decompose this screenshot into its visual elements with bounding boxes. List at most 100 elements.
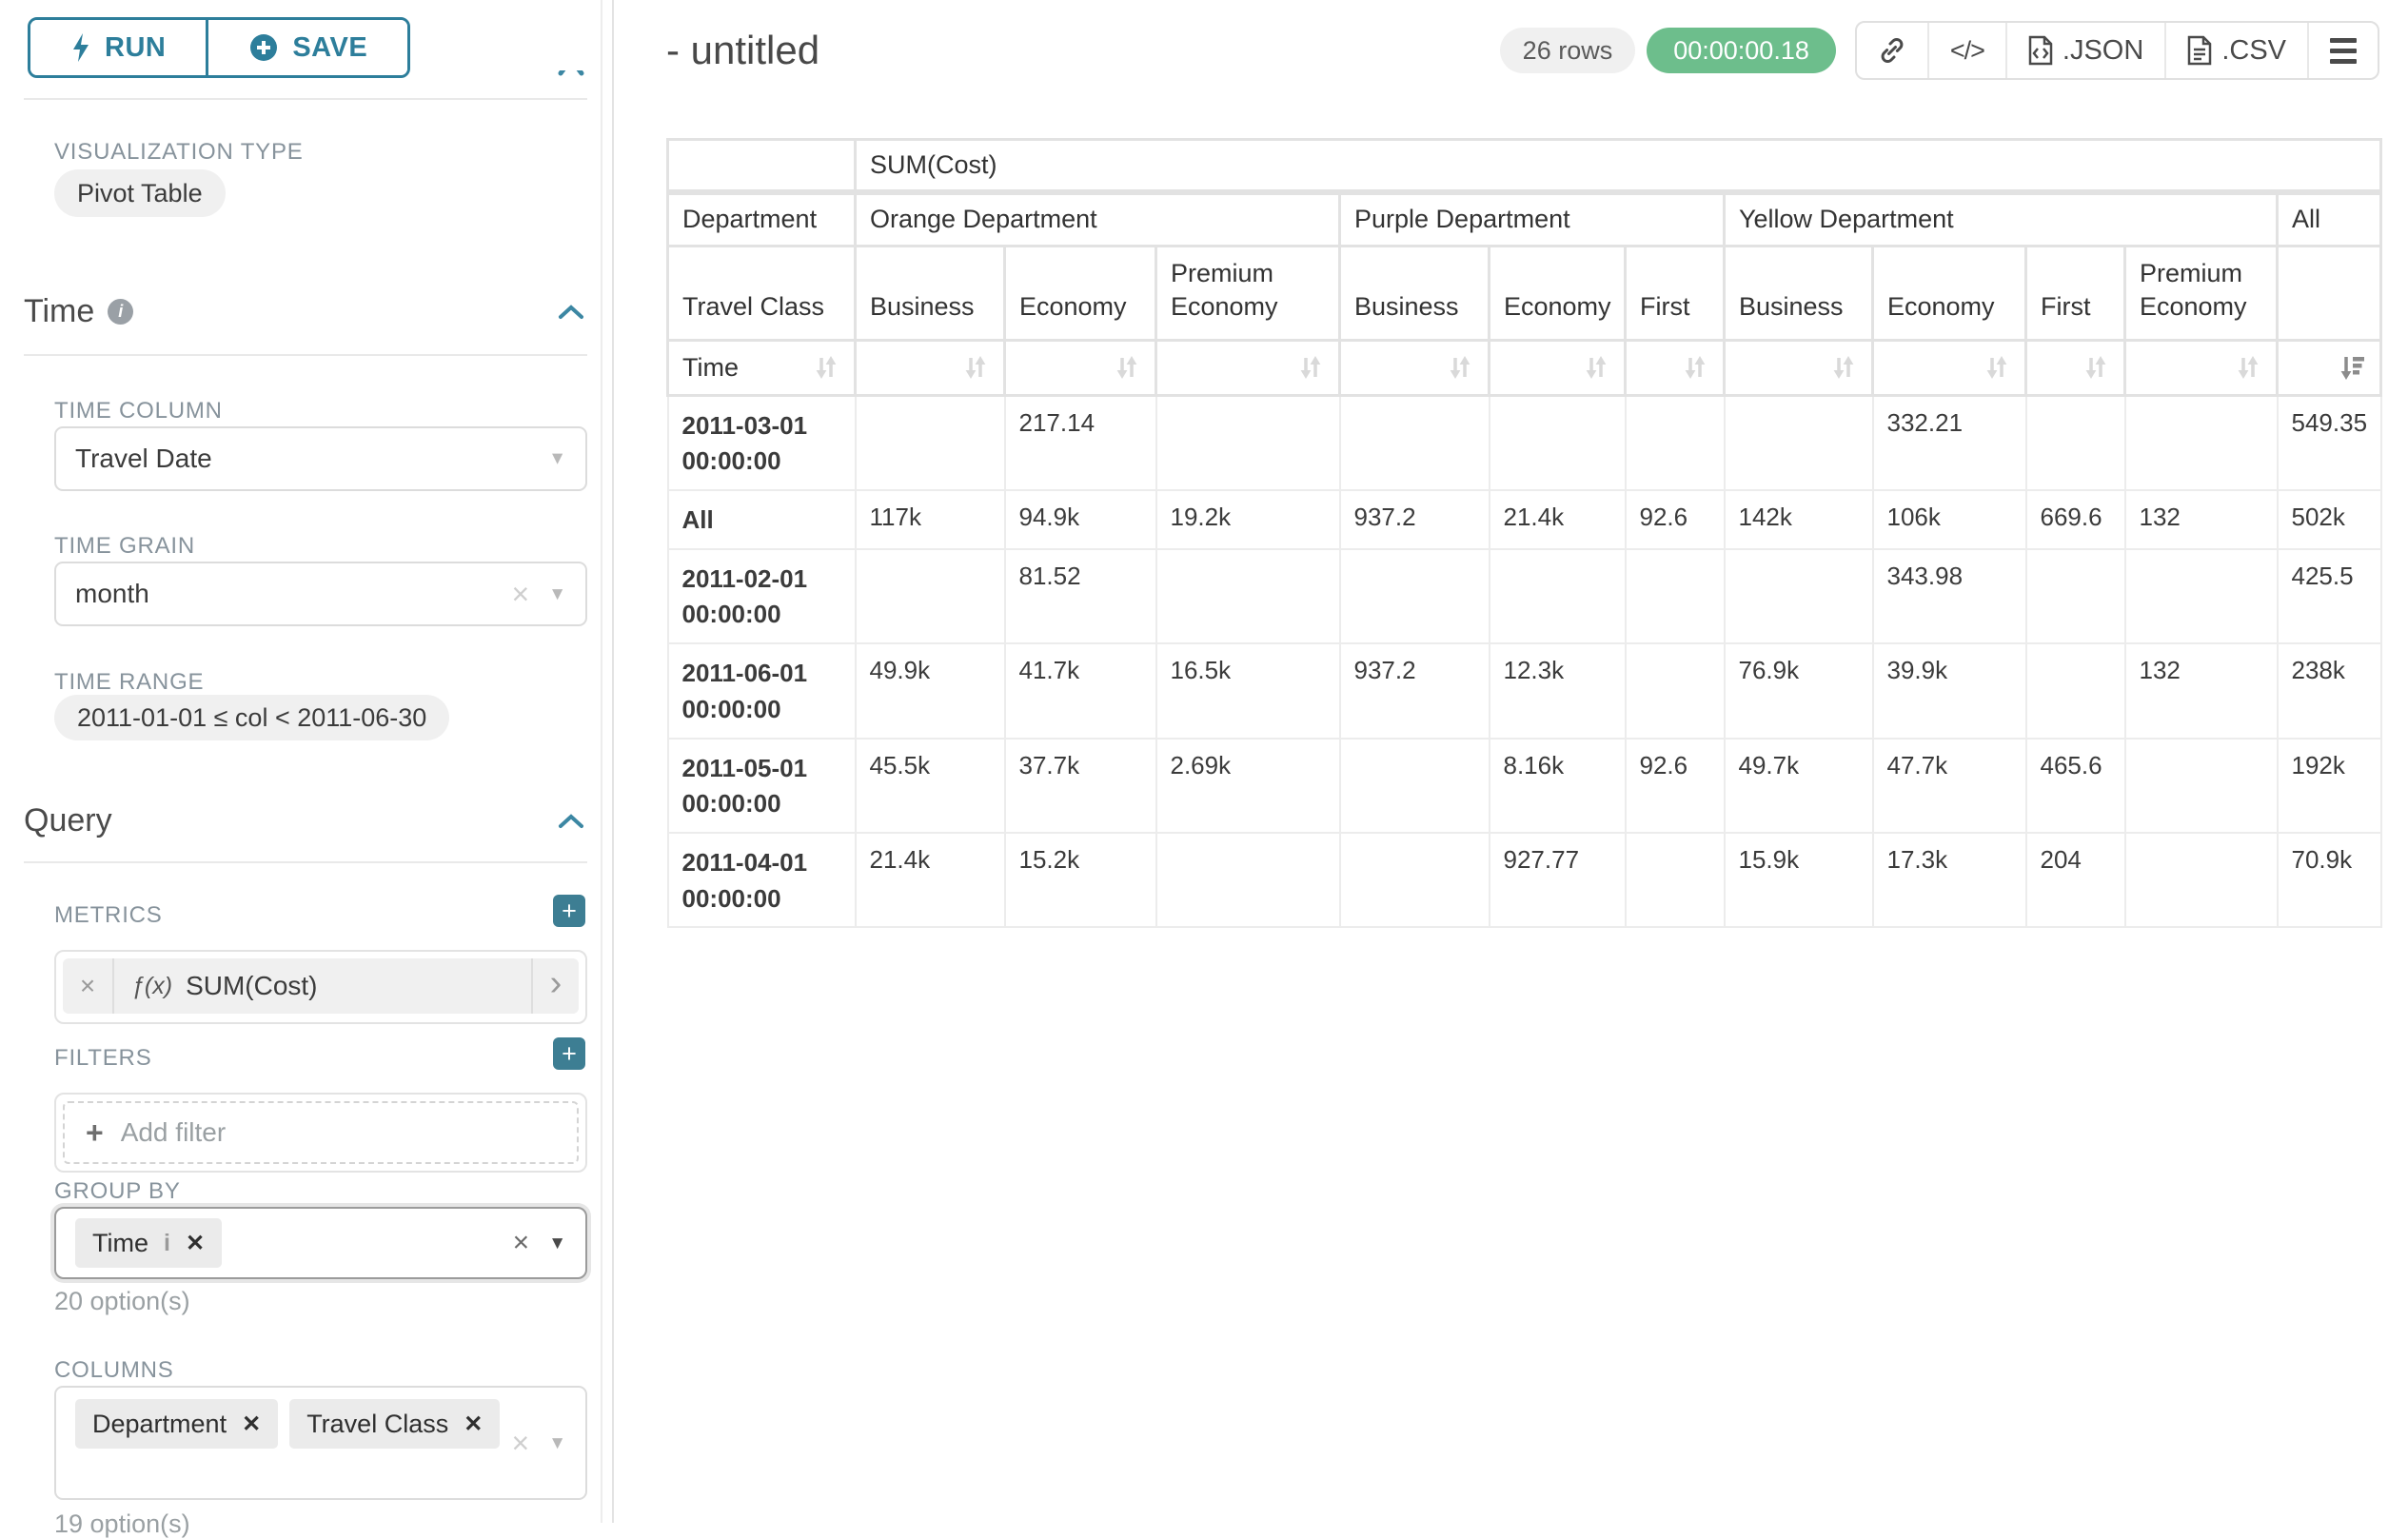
- table-row: 2011-04-01 00:00:00 21.4k 15.2k 927.77 1…: [668, 833, 2381, 927]
- time-section-heading: Time i: [24, 293, 133, 330]
- filters-label: FILTERS: [54, 1045, 152, 1072]
- copy-link-button[interactable]: [1857, 23, 1927, 78]
- sort-arrows-icon[interactable]: [1296, 353, 1325, 382]
- cell: [2125, 833, 2278, 927]
- columns-tag-travel-class[interactable]: Travel Class ✕: [289, 1399, 500, 1449]
- sort-arrows-icon[interactable]: [812, 353, 840, 382]
- sort-arrows-icon[interactable]: [1829, 353, 1858, 382]
- query-section-heading: Query: [24, 802, 112, 839]
- sort-arrows-icon[interactable]: [1446, 353, 1474, 382]
- sort-arrows-icon[interactable]: [961, 353, 990, 382]
- metric-chip[interactable]: × ƒ(x) SUM(Cost) ›: [63, 958, 579, 1014]
- caret-down-icon[interactable]: ▼: [548, 450, 566, 468]
- cell: 37.7k: [1005, 739, 1156, 833]
- time-grain-label: TIME GRAIN: [54, 533, 195, 560]
- column-sort-header[interactable]: [1873, 340, 2026, 395]
- column-group-all: All: [2278, 192, 2381, 246]
- column-sort-header[interactable]: [856, 340, 1005, 395]
- group-by-select[interactable]: Time i ✕ × ▼: [54, 1207, 587, 1279]
- cell: [1156, 395, 1340, 490]
- divider: [24, 98, 587, 100]
- cell: [856, 395, 1005, 490]
- time-column-select[interactable]: Travel Date ▼: [54, 426, 587, 491]
- columns-select[interactable]: Department ✕ Travel Class ✕ × ▼: [54, 1386, 587, 1500]
- subcol-header: Business: [1340, 246, 1490, 340]
- cell: 16.5k: [1156, 643, 1340, 738]
- time-grain-select[interactable]: month × ▼: [54, 562, 587, 626]
- cell: 937.2: [1340, 643, 1490, 738]
- clear-icon[interactable]: ×: [512, 579, 530, 609]
- embed-code-button[interactable]: </>: [1927, 23, 2005, 78]
- chevron-right-icon[interactable]: ›: [531, 958, 579, 1014]
- caret-down-icon[interactable]: ▼: [548, 1434, 566, 1452]
- caret-down-icon[interactable]: ▼: [548, 1234, 566, 1253]
- subcol-header-all: [2278, 246, 2381, 340]
- column-sort-header[interactable]: [2125, 340, 2278, 395]
- sort-arrows-icon[interactable]: [1983, 353, 2011, 382]
- cell: [1626, 833, 1725, 927]
- table-row: 2011-03-01 00:00:00 217.14 332.21 549.35: [668, 395, 2381, 490]
- code-icon: </>: [1950, 36, 1984, 66]
- sort-desc-active-icon[interactable]: [2338, 353, 2366, 382]
- sidebar-scrollbar[interactable]: [601, 0, 602, 1523]
- column-sort-header[interactable]: [1156, 340, 1340, 395]
- cell: [1340, 739, 1490, 833]
- cell: [1725, 549, 1873, 643]
- clear-icon[interactable]: ×: [512, 1428, 530, 1458]
- subcol-header: Business: [856, 246, 1005, 340]
- metric-header-row: SUM(Cost): [668, 140, 2381, 193]
- column-sort-header[interactable]: [2026, 340, 2125, 395]
- cell: 49.9k: [856, 643, 1005, 738]
- chart-title[interactable]: - untitled: [666, 28, 819, 73]
- chart-menu-button[interactable]: [2307, 23, 2378, 78]
- info-icon[interactable]: i: [108, 299, 133, 325]
- table-row: 2011-02-01 00:00:00 81.52 343.98 425.5: [668, 549, 2381, 643]
- column-sort-header[interactable]: [1005, 340, 1156, 395]
- chevron-up-icon[interactable]: [557, 303, 585, 322]
- chart-header: - untitled 26 rows 00:00:00.18 </>: [666, 19, 2379, 82]
- time-range-pill[interactable]: 2011-01-01 ≤ col < 2011-06-30: [54, 695, 449, 740]
- column-sort-header[interactable]: [1340, 340, 1490, 395]
- remove-metric-icon[interactable]: ×: [63, 958, 114, 1014]
- column-sort-header[interactable]: [1490, 340, 1626, 395]
- clear-icon[interactable]: ×: [513, 1229, 530, 1257]
- export-csv-button[interactable]: .CSV: [2164, 23, 2307, 78]
- cell: 8.16k: [1490, 739, 1626, 833]
- sort-arrows-icon[interactable]: [1113, 353, 1141, 382]
- caret-down-icon[interactable]: ▼: [548, 585, 566, 603]
- sort-arrows-icon[interactable]: [1582, 353, 1610, 382]
- add-filter-button[interactable]: + Add filter: [63, 1101, 579, 1164]
- remove-tag-icon[interactable]: ✕: [464, 1411, 483, 1438]
- group-by-tag-time[interactable]: Time i ✕: [75, 1218, 222, 1268]
- column-sort-header[interactable]: [1725, 340, 1873, 395]
- sort-arrows-icon[interactable]: [1681, 353, 1709, 382]
- row-label: All: [668, 490, 856, 549]
- column-sort-header[interactable]: [1626, 340, 1725, 395]
- subcol-header: First: [1626, 246, 1725, 340]
- remove-tag-icon[interactable]: ✕: [242, 1411, 261, 1438]
- info-icon[interactable]: i: [164, 1230, 170, 1257]
- export-json-button[interactable]: .JSON: [2005, 23, 2164, 78]
- time-sort-header[interactable]: Time: [668, 340, 856, 395]
- run-button[interactable]: RUN: [30, 20, 208, 75]
- add-metric-button[interactable]: +: [553, 895, 585, 927]
- cell: 549.35: [2278, 395, 2381, 490]
- sort-arrows-icon[interactable]: [2234, 353, 2262, 382]
- chevron-up-icon[interactable]: [557, 812, 585, 831]
- all-column-sort-header[interactable]: [2278, 340, 2381, 395]
- cell: [2026, 643, 2125, 738]
- row-dimension-header: Department: [668, 192, 856, 246]
- sort-arrows-icon[interactable]: [2082, 353, 2110, 382]
- group-by-label: GROUP BY: [54, 1178, 181, 1205]
- add-filter-label: Add filter: [121, 1117, 227, 1148]
- cell: 927.77: [1490, 833, 1626, 927]
- columns-tag-department[interactable]: Department ✕: [75, 1399, 278, 1449]
- remove-tag-icon[interactable]: ✕: [186, 1230, 205, 1257]
- cell: 132: [2125, 643, 2278, 738]
- column-group-orange: Orange Department: [856, 192, 1340, 246]
- visualization-type-pill[interactable]: Pivot Table: [54, 169, 226, 217]
- save-button[interactable]: SAVE: [208, 20, 407, 75]
- add-filter-plus-button[interactable]: +: [553, 1037, 585, 1070]
- columns-options-hint: 19 option(s): [54, 1509, 190, 1539]
- table-row: 2011-06-01 00:00:00 49.9k 41.7k 16.5k 93…: [668, 643, 2381, 738]
